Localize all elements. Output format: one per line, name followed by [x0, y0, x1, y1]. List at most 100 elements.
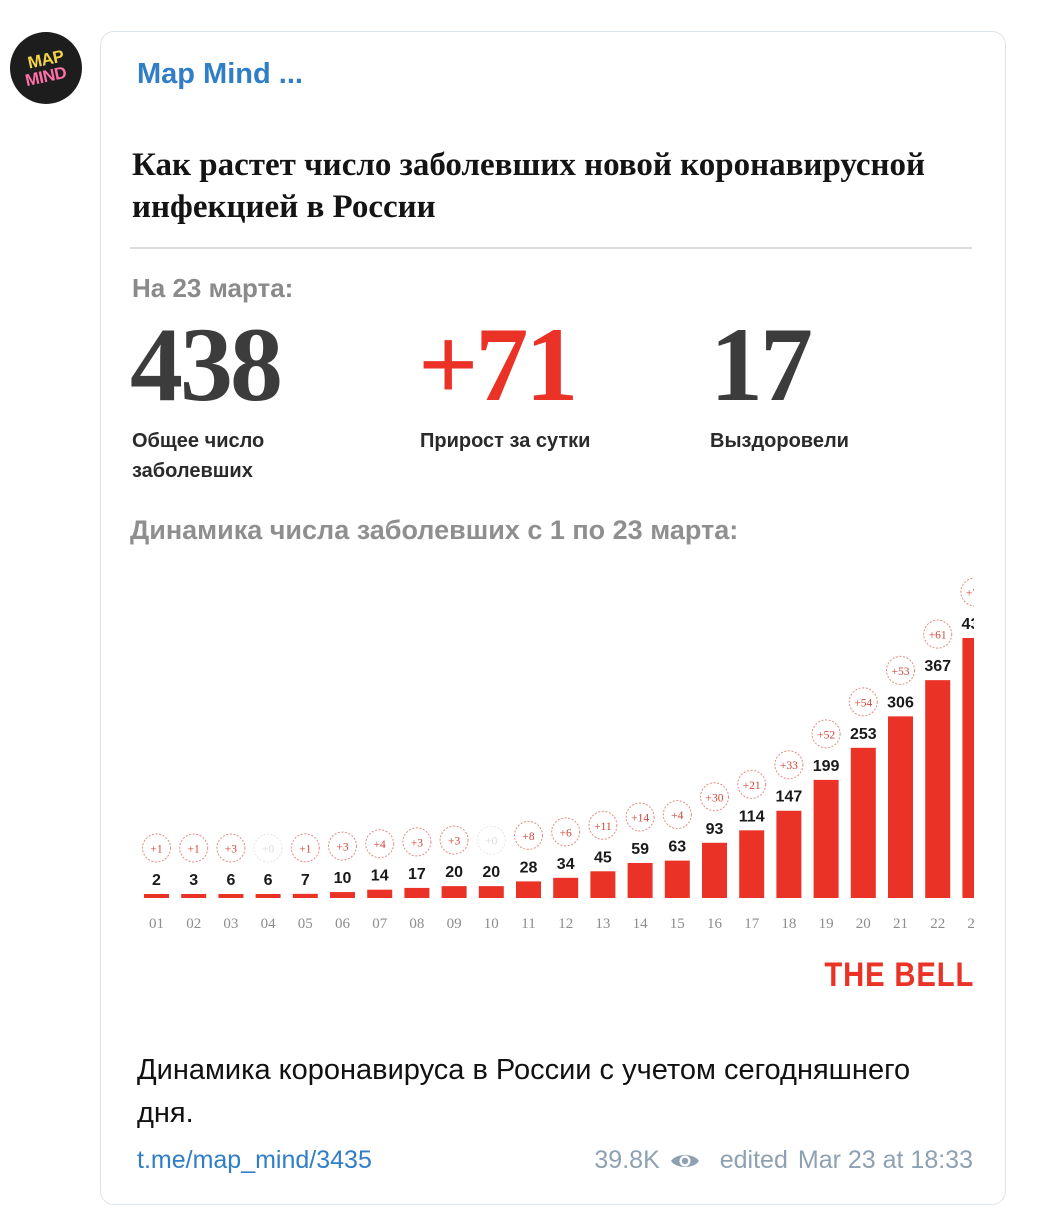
x-tick-04: 04: [261, 916, 277, 932]
x-tick-14: 14: [633, 916, 649, 932]
increase-badge-07: [365, 829, 395, 859]
bar-10: [478, 886, 504, 898]
value-label-12: 34: [557, 856, 575, 873]
increase-badge-22: [923, 619, 953, 649]
increase-badge-11: [514, 820, 543, 850]
increase-label-08: +3: [411, 837, 423, 849]
increase-label-20: +54: [854, 697, 872, 709]
increase-label-17: +21: [743, 780, 761, 792]
value-label-19: 199: [813, 758, 840, 775]
increase-badge-16: [700, 782, 729, 812]
x-tick-01: 01: [149, 916, 164, 932]
message-bubble: [100, 31, 1006, 1205]
stat-recovered-label-line-1: Выздоровели: [710, 430, 849, 452]
increase-label-11: +8: [522, 831, 534, 843]
increase-label-23: +71: [966, 588, 974, 600]
increase-label-22: +61: [929, 630, 947, 642]
value-label-11: 28: [520, 859, 538, 876]
channel-name[interactable]: Map Mind ...: [137, 58, 303, 90]
stat-total-label-line-2: заболевших: [132, 460, 253, 482]
value-label-02: 3: [189, 872, 198, 889]
bar-19: [813, 779, 839, 898]
stat-total-label: Общее число заболевших: [132, 426, 264, 486]
stat-increase-label: Прирост за сутки: [420, 426, 590, 456]
bar-17: [739, 830, 765, 898]
bar-13: [590, 871, 616, 898]
bar-11: [516, 881, 541, 898]
bar-20: [850, 747, 876, 898]
bar-14: [627, 862, 653, 898]
eye-icon: [670, 1154, 699, 1167]
message-caption: Динамика коронавируса в России с учетом …: [137, 1054, 911, 1129]
increase-label-12: +6: [560, 827, 572, 839]
increase-badge-08: [402, 827, 432, 857]
x-tick-06: 06: [335, 916, 351, 932]
value-label-07: 14: [371, 868, 389, 885]
increase-badge-19: [811, 719, 841, 749]
increase-label-07: +4: [374, 839, 386, 851]
bar-12: [553, 877, 579, 898]
increase-label-03: +3: [225, 844, 237, 856]
bar-18: [776, 810, 802, 898]
increase-label-14: +14: [631, 812, 649, 824]
increase-badge-18: [774, 750, 804, 780]
bar-07: [367, 889, 393, 898]
value-label-14: 59: [631, 841, 649, 858]
bar-02: [181, 894, 207, 898]
x-tick-12: 12: [558, 916, 573, 932]
bar-05: [292, 893, 318, 898]
infographic-image[interactable]: Как растет число заболевших новой корона…: [130, 130, 974, 1010]
increase-label-19: +52: [817, 729, 835, 741]
x-tick-23: 23: [967, 916, 974, 932]
x-tick-16: 16: [707, 916, 723, 932]
increase-badge-02: [179, 833, 209, 863]
increase-badge-12: [551, 817, 581, 847]
increase-label-10: +0: [485, 836, 497, 848]
value-label-15: 63: [668, 839, 686, 856]
x-tick-21: 21: [893, 916, 908, 932]
increase-badge-01: [142, 833, 171, 863]
bar-06: [330, 892, 355, 898]
value-label-21: 306: [887, 694, 914, 711]
x-tick-08: 08: [409, 916, 424, 932]
value-label-22: 367: [924, 658, 951, 675]
bar-04: [255, 894, 281, 898]
increase-badge-23: [960, 577, 974, 607]
x-tick-13: 13: [595, 916, 610, 932]
increase-badge-15: [662, 800, 692, 830]
x-tick-19: 19: [819, 916, 834, 932]
value-label-06: 10: [334, 870, 352, 887]
x-tick-02: 02: [186, 916, 201, 932]
value-label-10: 20: [482, 864, 500, 881]
increase-label-04: +0: [262, 844, 274, 856]
value-label-03: 6: [226, 872, 235, 889]
x-tick-18: 18: [781, 916, 796, 932]
x-tick-03: 03: [223, 916, 238, 932]
x-tick-20: 20: [856, 916, 871, 932]
bar-23: [962, 638, 974, 898]
infographic-title: Как растет число заболевших новой корона…: [132, 147, 926, 225]
the-bell-logo: THE BELL: [824, 956, 974, 994]
x-tick-11: 11: [521, 916, 535, 932]
x-tick-15: 15: [670, 916, 685, 932]
bar-21: [888, 716, 913, 898]
edited-label: edited: [719, 1146, 788, 1174]
view-count: 39.8K: [594, 1146, 660, 1174]
x-tick-09: 09: [447, 916, 462, 932]
increase-label-13: +11: [594, 821, 612, 833]
bar-22: [925, 680, 951, 898]
increase-badge-10: [476, 825, 506, 855]
stat-increase-value: +71: [418, 306, 578, 423]
increase-badge-21: [886, 655, 915, 685]
increase-badge-06: [328, 831, 357, 861]
increase-label-16: +30: [706, 792, 724, 804]
increase-badge-05: [290, 833, 320, 863]
x-tick-05: 05: [298, 916, 313, 932]
increase-badge-03: [216, 833, 246, 863]
increase-label-05: +1: [299, 843, 311, 855]
increase-label-06: +3: [336, 842, 348, 854]
bar-08: [404, 887, 430, 898]
bar-16: [702, 842, 727, 898]
post-link[interactable]: t.me/map_mind/3435: [137, 1146, 372, 1174]
channel-avatar[interactable]: MAP MIND: [10, 32, 82, 104]
